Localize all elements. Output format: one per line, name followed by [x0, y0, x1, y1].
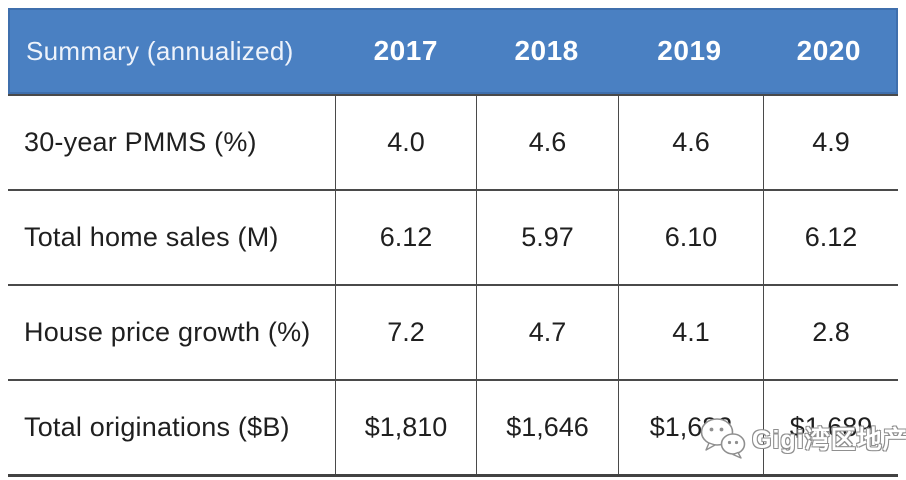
cell-value: 4.0	[335, 96, 476, 189]
table-row-home-sales: Total home sales (M) 6.12 5.97 6.10 6.12	[8, 191, 898, 286]
row-label: House price growth (%)	[24, 317, 311, 347]
cell-value: $1,689	[763, 381, 898, 474]
cell-value: 4.9	[763, 96, 898, 189]
cell-value: $1,682	[618, 381, 763, 474]
cell-value: 6.10	[618, 191, 763, 284]
cell-value: 4.1	[618, 286, 763, 379]
header-year-2020: 2020	[796, 35, 861, 66]
summary-table: Summary (annualized) 2017 2018 2019 2020…	[8, 8, 898, 477]
cell-value: 5.97	[476, 191, 618, 284]
table-row-originations: Total originations ($B) $1,810 $1,646 $1…	[8, 381, 898, 474]
table-row-price-growth: House price growth (%) 7.2 4.7 4.1 2.8	[8, 286, 898, 381]
header-summary-label: Summary (annualized)	[26, 35, 294, 66]
table-header-row: Summary (annualized) 2017 2018 2019 2020	[8, 8, 898, 94]
table-row-pmms: 30-year PMMS (%) 4.0 4.6 4.6 4.9	[8, 96, 898, 191]
cell-value: 4.7	[476, 286, 618, 379]
cell-value: $1,646	[476, 381, 618, 474]
row-label: Total originations ($B)	[24, 412, 290, 442]
header-year-2018: 2018	[514, 35, 579, 66]
cell-value: 2.8	[763, 286, 898, 379]
row-label: Total home sales (M)	[24, 222, 279, 252]
header-year-2017: 2017	[373, 35, 438, 66]
row-label: 30-year PMMS (%)	[24, 127, 257, 157]
cell-value: 6.12	[335, 191, 476, 284]
cell-value: 4.6	[476, 96, 618, 189]
table-body: 30-year PMMS (%) 4.0 4.6 4.6 4.9 Total h…	[8, 94, 898, 477]
cell-value: 4.6	[618, 96, 763, 189]
cell-value: $1,810	[335, 381, 476, 474]
cell-value: 7.2	[335, 286, 476, 379]
header-year-2019: 2019	[657, 35, 722, 66]
cell-value: 6.12	[763, 191, 898, 284]
